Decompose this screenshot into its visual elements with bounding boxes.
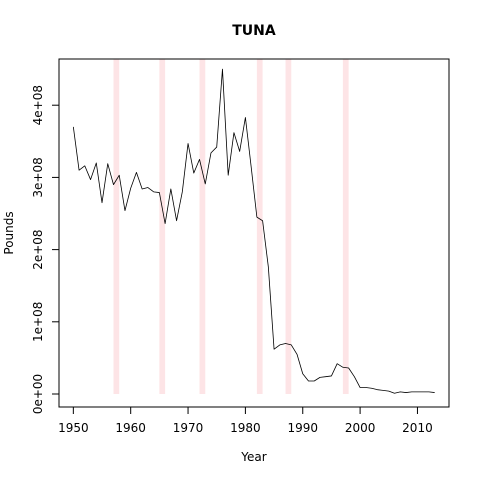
y-axis-label: Pounds	[2, 211, 16, 254]
x-tick-label: 1950	[58, 421, 89, 435]
y-tick-label: 2e+08	[31, 229, 45, 269]
shaded-period-3	[199, 59, 206, 395]
y-tick-label: 1e+08	[31, 302, 45, 342]
shaded-period-4	[256, 59, 263, 395]
y-tick-label: 3e+08	[31, 157, 45, 197]
shaded-period-5	[285, 59, 292, 395]
x-tick-label: 2010	[402, 421, 433, 435]
chart-title: TUNA	[232, 23, 276, 39]
y-tick-label: 4e+08	[31, 85, 45, 125]
shaded-period-2	[159, 59, 166, 395]
shaded-periods	[113, 59, 349, 395]
series-layer	[72, 68, 435, 394]
x-tick-label: 1990	[287, 421, 318, 435]
x-tick-label: 1970	[173, 421, 204, 435]
shaded-period-1	[113, 59, 120, 395]
y-tick-label: 0e+00	[31, 374, 45, 414]
x-axis: 1950 1960 1970 1980 1990 2000 2010	[58, 406, 433, 435]
y-axis: 0e+00 1e+08 2e+08 3e+08 4e+08	[31, 85, 60, 414]
x-axis-label: Year	[240, 450, 266, 464]
x-tick-label: 2000	[345, 421, 376, 435]
series-line-1	[72, 68, 435, 394]
shaded-period-6	[342, 59, 349, 395]
x-tick-label: 1980	[230, 421, 261, 435]
x-tick-label: 1960	[115, 421, 146, 435]
